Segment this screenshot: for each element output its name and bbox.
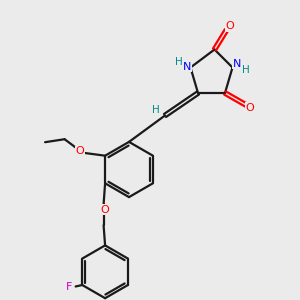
Text: O: O: [76, 146, 85, 156]
Text: O: O: [245, 103, 254, 113]
Text: F: F: [65, 281, 72, 292]
Text: O: O: [226, 21, 235, 32]
Text: H: H: [175, 57, 183, 67]
Text: N: N: [183, 62, 191, 72]
Text: O: O: [101, 205, 110, 215]
Text: N: N: [233, 59, 241, 69]
Text: H: H: [242, 65, 250, 75]
Text: H: H: [152, 105, 159, 115]
